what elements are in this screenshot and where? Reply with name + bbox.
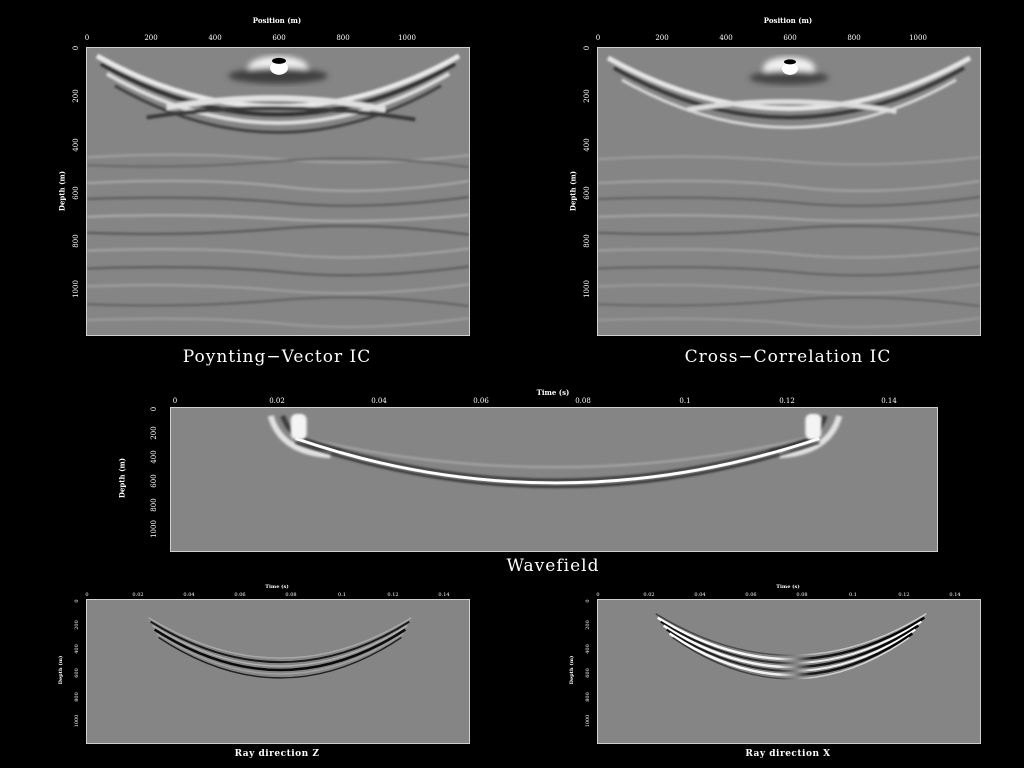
wf-ytick: 1000 [150,520,158,538]
wf-xlabel: Time (s) [536,388,570,397]
rx-xtick: 0.1 [849,592,857,598]
wf-xtick: 0.04 [371,397,387,405]
cc-ytick: 400 [583,138,591,152]
rz-ytick: 400 [74,644,80,654]
rx-xtick: 0.14 [949,592,961,598]
wf-xtick: 0.1 [679,397,691,405]
rx-xtick: 0.08 [796,592,808,598]
wf-xtick: 0.14 [881,397,897,405]
cc-xtick: 600 [783,34,797,42]
wf-image [170,407,938,552]
cc-ytick: 0 [583,45,591,51]
cc-xtick: 0 [595,34,601,42]
cc-migrated-image [597,47,981,336]
cc-caption: Cross−Correlation IC [684,347,892,367]
rx-xtick: 0.04 [694,592,706,598]
rx-xtick: 0.06 [745,592,757,598]
rx-ytick: 600 [585,668,591,678]
pv-ytick: 200 [72,89,80,103]
rz-ytick: 600 [74,668,80,678]
rz-caption: Ray direction Z [234,749,320,759]
pv-ytick: 0 [72,45,80,51]
rx-xlabel: Time (s) [776,584,800,590]
rx-ytick: 800 [585,692,591,702]
rz-xtick: 0.06 [234,592,246,598]
cc-xlabel: Position (m) [763,16,813,25]
cc-ytick: 600 [583,186,591,200]
rz-ytick: 0 [74,599,80,603]
rz-xtick: 0.02 [132,592,144,598]
wf-xtick: 0.06 [473,397,489,405]
cc-xtick: 200 [655,34,669,42]
rz-xtick: 0.12 [387,592,399,598]
rx-ylabel: Depth (m) [569,655,575,685]
rz-xtick: 0.1 [338,592,346,598]
pv-xtick: 600 [272,34,286,42]
rz-image [86,599,470,744]
rz-ytick: 200 [74,620,80,630]
rx-xtick: 0.12 [898,592,910,598]
cc-ytick: 200 [583,89,591,103]
pv-ylabel: Depth (m) [57,170,67,212]
wf-ytick: 600 [150,474,158,488]
rx-ytick: 400 [585,644,591,654]
pv-xtick: 400 [208,34,222,42]
rx-xtick: 0.02 [643,592,655,598]
cc-xtick: 1000 [909,34,927,42]
wf-xtick: 0.12 [779,397,795,405]
rx-ytick: 0 [585,599,591,603]
cc-xtick: 400 [719,34,733,42]
rx-ytick: 200 [585,620,591,630]
cc-ytick: 800 [583,234,591,248]
rz-xtick: 0.04 [183,592,195,598]
rx-ytick: 1000 [585,714,591,728]
wf-ytick: 800 [150,498,158,512]
wf-xtick: 0.08 [575,397,591,405]
wf-xtick: 0.02 [269,397,285,405]
pv-ytick: 1000 [72,280,80,298]
rx-image [597,599,981,744]
wf-ytick: 400 [150,450,158,464]
pv-xtick: 0 [84,34,90,42]
rz-xlabel: Time (s) [265,584,289,590]
cc-ytick: 1000 [583,280,591,298]
cc-xtick: 800 [847,34,861,42]
pv-xlabel: Position (m) [252,16,302,25]
rz-xtick: 0.14 [438,592,450,598]
rz-ytick: 1000 [74,714,80,728]
wf-ytick: 0 [150,406,158,412]
wf-ylabel: Depth (m) [117,457,127,499]
rz-xtick: 0.08 [285,592,297,598]
pv-xtick: 200 [144,34,158,42]
rx-xtick: 0 [596,592,600,598]
wf-caption: Wavefield [506,556,600,576]
pv-xtick: 1000 [398,34,416,42]
rz-xtick: 0 [85,592,89,598]
rz-ytick: 800 [74,692,80,702]
wf-ytick: 200 [150,426,158,440]
pv-ytick: 400 [72,138,80,152]
rz-ylabel: Depth (m) [58,655,64,685]
pv-xtick: 800 [336,34,350,42]
pv-ytick: 600 [72,186,80,200]
rx-caption: Ray direction X [745,749,831,759]
pv-caption: Poynting−Vector IC [182,347,372,367]
pv-migrated-image [86,47,470,336]
cc-ylabel: Depth (m) [568,170,578,212]
pv-ytick: 800 [72,234,80,248]
wf-xtick: 0 [172,397,178,405]
